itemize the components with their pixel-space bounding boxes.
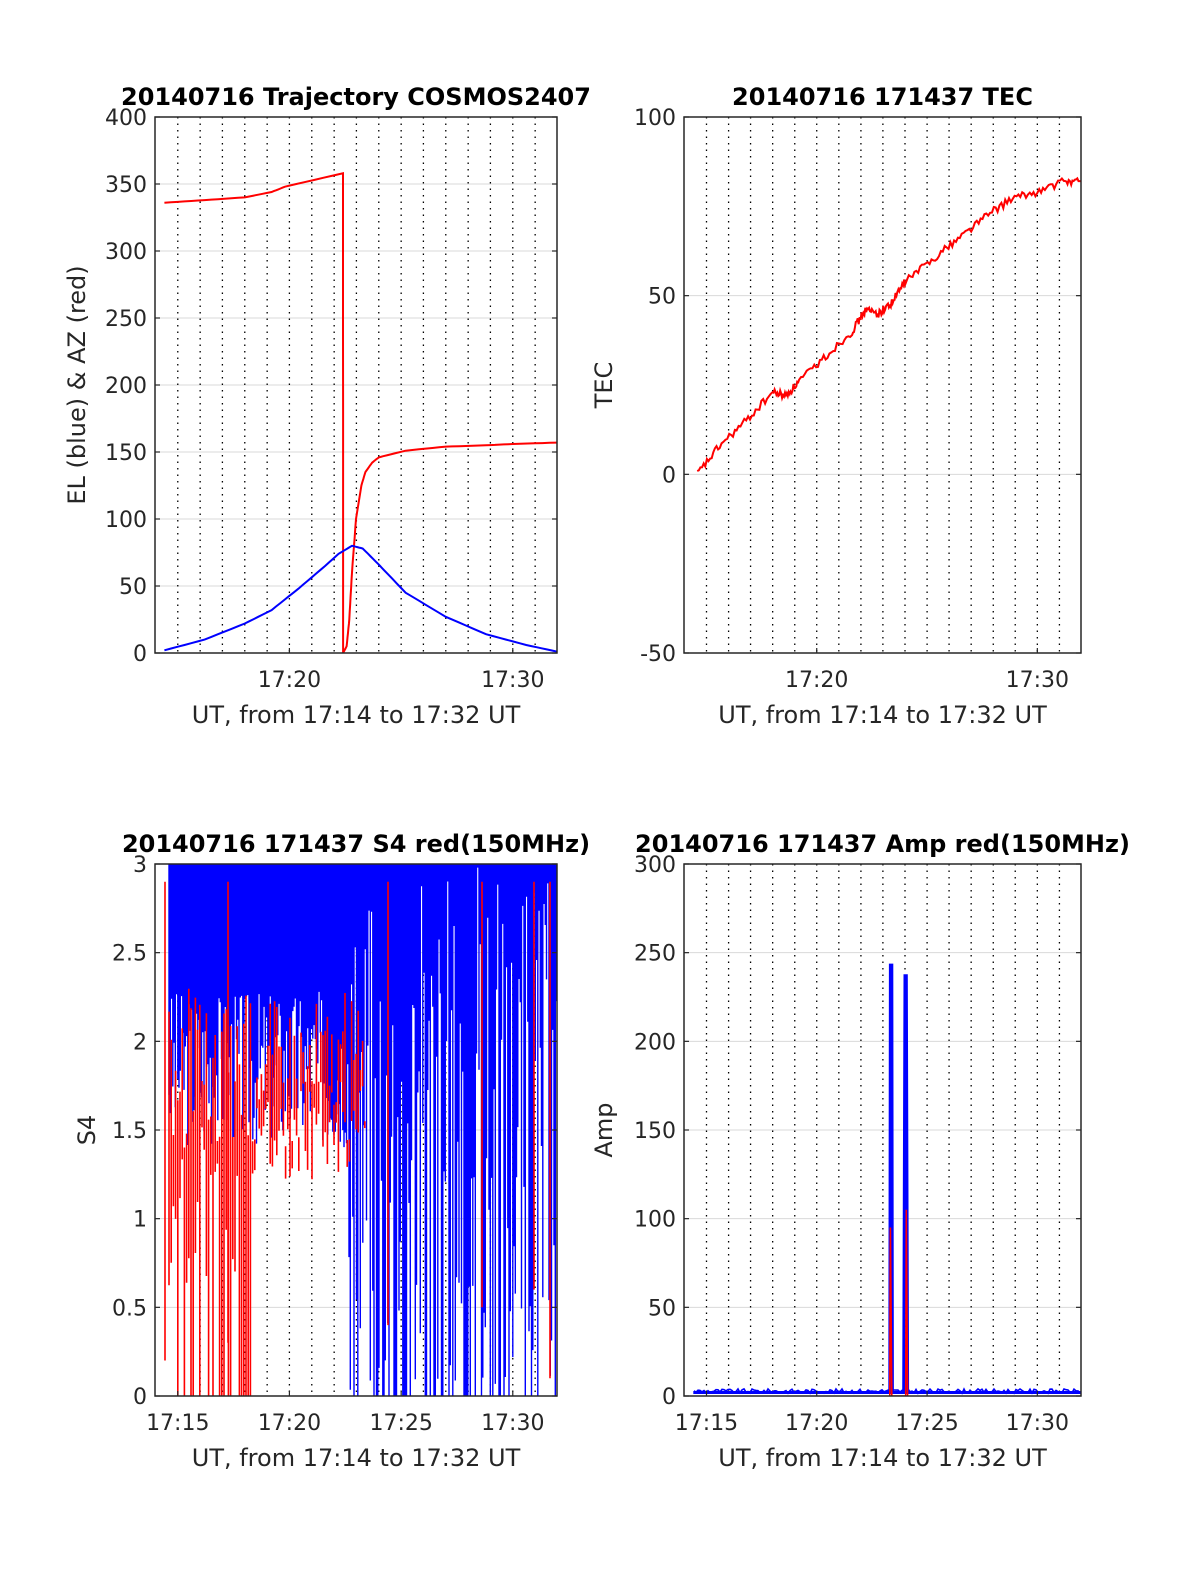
data-layer <box>693 963 1081 1396</box>
x-tick-label: 17:20 <box>785 1411 848 1436</box>
x-tick-label: 17:15 <box>675 1411 738 1436</box>
data-layer <box>164 864 557 1396</box>
x-tick-label: 17:20 <box>258 1411 321 1436</box>
y-tick-label: 150 <box>105 441 147 466</box>
x-tick-label: 17:20 <box>785 668 848 693</box>
series-line-red <box>696 176 1081 472</box>
y-tick-label: 150 <box>634 1119 676 1144</box>
y-tick-label: 300 <box>105 240 147 265</box>
y-tick-label: 0 <box>662 463 676 488</box>
y-tick-label: 350 <box>105 173 147 198</box>
axes-frame <box>683 116 1082 654</box>
y-tick-label: 100 <box>105 508 147 533</box>
series-line-blue <box>164 544 557 653</box>
x-axis-label: UT, from 17:14 to 17:32 UT <box>192 1444 521 1472</box>
chart-title: 20140716 171437 S4 red(150MHz) <box>122 830 590 858</box>
y-tick-label: 250 <box>634 942 676 967</box>
y-tick-label: 200 <box>105 374 147 399</box>
y-tick-label: 1 <box>133 1208 147 1233</box>
y-axis-label: Amp <box>590 1102 618 1157</box>
chart-title: 20140716 171437 Amp red(150MHz) <box>635 830 1130 858</box>
x-tick-label: 17:25 <box>895 1411 958 1436</box>
data-layer <box>696 176 1081 472</box>
y-tick-label: 400 <box>105 106 147 131</box>
x-axis-label: UT, from 17:14 to 17:32 UT <box>192 701 521 729</box>
y-tick-label: 200 <box>634 1030 676 1055</box>
x-tick-label: 17:15 <box>146 1411 209 1436</box>
y-tick-label: 3 <box>133 853 147 878</box>
series-amp-noise <box>693 1387 1081 1395</box>
y-tick-label: 50 <box>648 1296 676 1321</box>
series-line-blue <box>693 963 1081 1394</box>
x-tick-label: 17:20 <box>258 668 321 693</box>
chart-panel-2: -50 0 50 100 17:20 17:30 20140716 171437 TEC UT… <box>590 83 1082 729</box>
y-axis-label: S4 <box>73 1115 101 1146</box>
y-tick-label: 100 <box>634 1208 676 1233</box>
chart-panel-4: 0 50 100 150 200 250 300 17:15 17:20 17:25 17:30 20… <box>590 830 1130 1472</box>
y-tick-label: 0.5 <box>112 1296 147 1321</box>
y-tick-label: 0 <box>133 1385 147 1410</box>
series-s4-blue <box>168 864 557 1396</box>
chart-panel-3: 0 0.5 1 1.5 2 2.5 3 17:15 17:20 17:25 17:30 2014071… <box>73 830 590 1472</box>
y-tick-label: 250 <box>105 307 147 332</box>
y-axis-label: TEC <box>590 362 618 410</box>
x-axis-label: UT, from 17:14 to 17:32 UT <box>718 1444 1047 1472</box>
y-axis-label: EL (blue) & AZ (red) <box>63 265 91 504</box>
series-s4-red <box>164 881 551 1396</box>
y-tick-label: 0 <box>662 1385 676 1410</box>
series-line-red <box>888 1209 909 1396</box>
y-tick-label: 300 <box>634 853 676 878</box>
x-tick-label: 17:30 <box>481 1411 544 1436</box>
x-tick-label: 17:25 <box>369 1411 432 1436</box>
y-tick-label: 50 <box>648 285 676 310</box>
x-tick-label: 17:30 <box>481 668 544 693</box>
y-tick-label: 1.5 <box>112 1119 147 1144</box>
y-tick-label: 2 <box>133 1030 147 1055</box>
chart-panel-1: 0 50 100 150 200 250 300 350 400 17:20 17:30 201407… <box>63 83 591 729</box>
chart-title: 20140716 Trajectory COSMOS2407 <box>121 83 591 111</box>
y-tick-label: 50 <box>119 575 147 600</box>
y-tick-label: 0 <box>133 642 147 667</box>
y-tick-label: 2.5 <box>112 942 147 967</box>
y-tick-label: -50 <box>640 642 676 667</box>
x-tick-label: 17:30 <box>1006 1411 1069 1436</box>
y-tick-label: 100 <box>634 106 676 131</box>
chart-title: 20140716 171437 TEC <box>732 83 1033 111</box>
x-tick-label: 17:30 <box>1006 668 1069 693</box>
x-axis-label: UT, from 17:14 to 17:32 UT <box>718 701 1047 729</box>
data-layer <box>164 172 557 653</box>
